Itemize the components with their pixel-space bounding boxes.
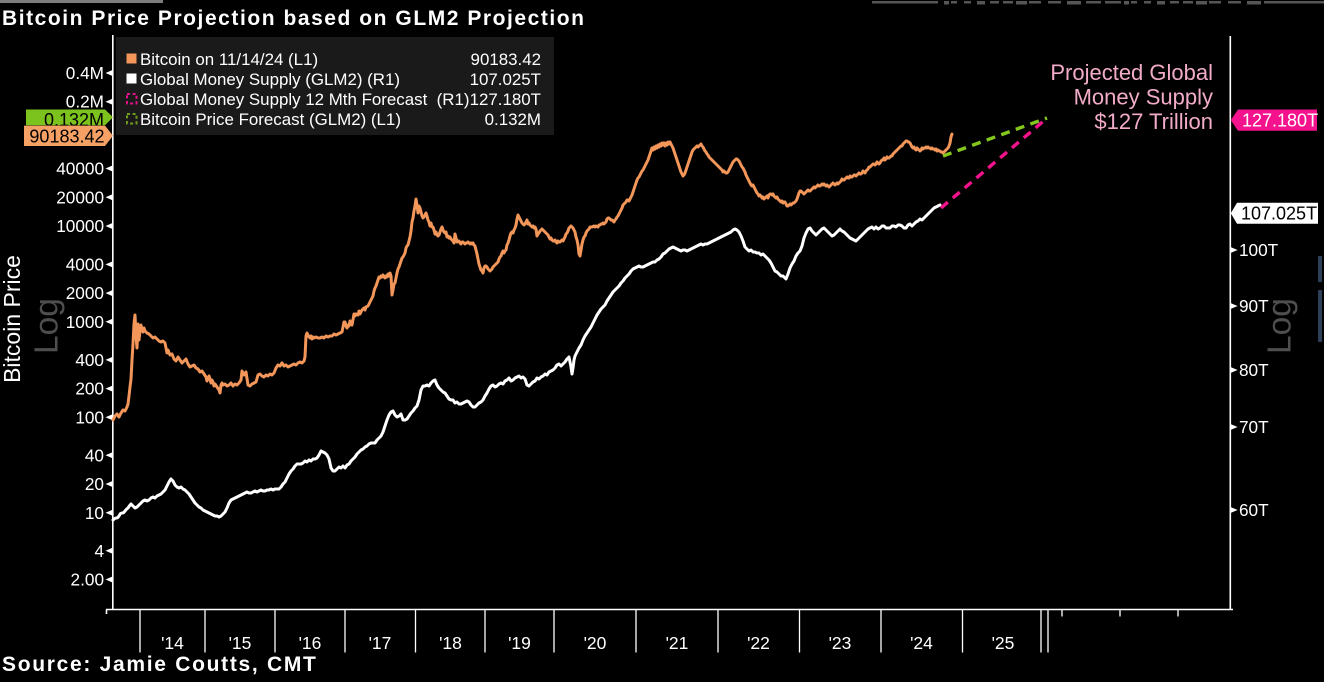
svg-text:'14: '14 [161, 633, 184, 653]
svg-text:200: 200 [75, 379, 104, 399]
svg-text:90183.42: 90183.42 [29, 127, 104, 147]
svg-text:'22: '22 [747, 633, 770, 653]
svg-text:'25: '25 [992, 633, 1015, 653]
svg-text:107.025T: 107.025T [1241, 204, 1317, 224]
svg-text:4000: 4000 [66, 254, 104, 274]
svg-text:100T: 100T [1239, 240, 1279, 260]
svg-text:90183.42: 90183.42 [471, 50, 541, 69]
svg-text:Bitcoin Price Forecast (GLM2): Bitcoin Price Forecast (GLM2) (L1) [140, 110, 401, 129]
svg-text:1000: 1000 [66, 312, 104, 332]
svg-text:Log: Log [1262, 298, 1299, 354]
svg-text:127.180T: 127.180T [1242, 111, 1318, 131]
svg-text:0.132M: 0.132M [485, 110, 541, 129]
svg-text:40000: 40000 [56, 159, 104, 179]
svg-text:'19: '19 [508, 633, 531, 653]
svg-text:400: 400 [75, 350, 104, 370]
svg-text:4: 4 [94, 541, 104, 561]
svg-text:Log: Log [29, 298, 66, 354]
svg-text:2000: 2000 [66, 283, 104, 303]
svg-text:'18: '18 [439, 633, 462, 653]
svg-text:0.4M: 0.4M [66, 63, 104, 83]
svg-text:Source: Jamie Coutts, CMT: Source: Jamie Coutts, CMT [2, 653, 318, 676]
svg-text:0.132M: 0.132M [44, 110, 104, 130]
svg-text:Bitcoin Price Projection based: Bitcoin Price Projection based on GLM2 P… [2, 7, 586, 30]
svg-text:100: 100 [75, 407, 104, 427]
svg-text:'23: '23 [829, 633, 852, 653]
svg-text:107.025T: 107.025T [470, 70, 541, 89]
svg-text:10: 10 [85, 503, 104, 523]
svg-text:'15: '15 [229, 633, 252, 653]
svg-text:70T: 70T [1239, 417, 1269, 437]
svg-text:127.180T: 127.180T [470, 90, 541, 109]
svg-text:0.2M: 0.2M [66, 92, 104, 112]
svg-text:40: 40 [85, 445, 104, 465]
svg-text:'17: '17 [369, 633, 392, 653]
svg-text:60T: 60T [1239, 500, 1269, 520]
svg-text:20: 20 [85, 474, 104, 494]
svg-text:10000: 10000 [56, 216, 104, 236]
svg-text:Bitcoin on 11/14/24 (L1): Bitcoin on 11/14/24 (L1) [140, 50, 318, 69]
svg-text:Bitcoin Price: Bitcoin Price [0, 255, 25, 383]
svg-text:'16: '16 [299, 633, 322, 653]
svg-text:80T: 80T [1239, 360, 1269, 380]
svg-text:90T: 90T [1239, 296, 1269, 316]
svg-text:Money Supply: Money Supply [1074, 85, 1213, 110]
svg-text:Global Money Supply (GLM2) (R1: Global Money Supply (GLM2) (R1) [140, 70, 400, 89]
svg-text:20000: 20000 [56, 187, 104, 207]
svg-text:Global Money Supply 12 Mth For: Global Money Supply 12 Mth Forecast (R1) [140, 90, 470, 109]
svg-text:'21: '21 [666, 633, 689, 653]
svg-text:'20: '20 [584, 633, 607, 653]
svg-text:$127 Trillion: $127 Trillion [1094, 109, 1213, 134]
svg-text:'24: '24 [910, 633, 933, 653]
svg-text:Projected Global: Projected Global [1050, 60, 1213, 85]
svg-text:2.00: 2.00 [71, 570, 104, 590]
